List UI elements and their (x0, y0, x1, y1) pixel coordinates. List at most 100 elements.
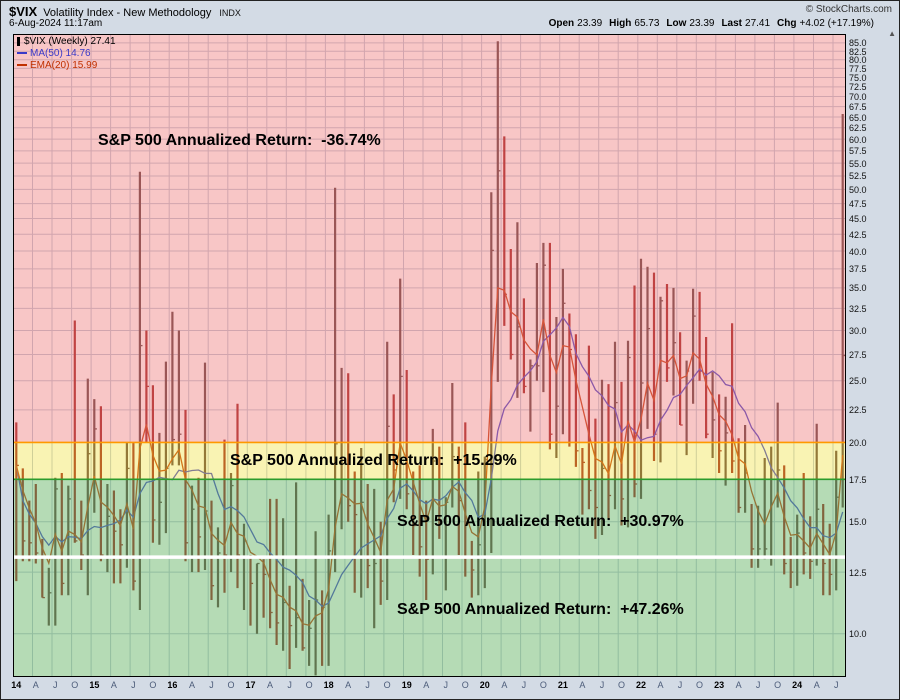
x-axis-label: O (696, 680, 704, 690)
x-axis-label: J (209, 680, 214, 690)
x-axis-label: J (53, 680, 58, 690)
x-axis-label: A (110, 680, 117, 690)
x-axis-label: A (657, 680, 664, 690)
y-axis-label: 72.5 (849, 82, 867, 93)
x-axis-label: J (521, 680, 527, 690)
x-axis-label: A (423, 680, 430, 690)
legend-vix-label: $VIX (Weekly) 27.41 (24, 36, 116, 47)
legend-ema20-label: EMA(20) 15.99 (30, 60, 98, 71)
header-row-1: $VIX Volatility Index - New Methodology IN… (9, 3, 892, 19)
x-axis-label: A (345, 680, 352, 690)
chart-plot-area: $VIX (Weekly) 27.41 MA(50) 14.76 EMA(20)… (13, 34, 846, 677)
y-axis-label: 65.0 (849, 112, 867, 123)
x-axis-label: A (579, 680, 586, 690)
x-axis-label: J (365, 680, 370, 690)
y-axis-label: 27.5 (849, 349, 867, 360)
x-axis-label: A (32, 680, 39, 690)
y-axis-label: 55.0 (849, 158, 867, 169)
chg-value: +4.02 (+17.19%) (799, 18, 875, 29)
annotation-green-lower-zone: S&P 500 Annualized Return: +47.26% (397, 601, 684, 618)
datetime-label: 6-Aug-2024 11:17am (9, 18, 103, 29)
y-axis-label: 82.5 (849, 46, 867, 57)
y-axis-label: 17.5 (849, 474, 867, 485)
legend-vix: $VIX (Weekly) 27.41 (17, 36, 116, 48)
y-axis-label: 52.5 (849, 171, 867, 182)
x-axis-label: O (617, 680, 625, 690)
x-axis-label: 14 (11, 680, 22, 690)
x-axis-label: 16 (167, 680, 178, 690)
y-axis-label: 37.5 (849, 264, 867, 275)
y-axis-label: 42.5 (849, 229, 867, 240)
x-axis-label: 20 (479, 680, 490, 690)
y-axis-label: 15.0 (849, 517, 867, 528)
y-axis-label: 60.0 (849, 134, 867, 145)
x-axis-label: 22 (635, 680, 647, 690)
open-label: Open (548, 18, 575, 29)
x-axis-label: J (131, 680, 136, 690)
y-axis-label: 50.0 (849, 184, 867, 195)
y-axis-label: 70.0 (849, 92, 867, 103)
y-axis-label: 40.0 (849, 246, 867, 257)
annotation-yellow-zone: S&P 500 Annualized Return: +15.29% (230, 452, 517, 469)
x-axis-label: 23 (714, 680, 725, 690)
y-axis-label: 25.0 (849, 376, 867, 387)
x-axis-label: 24 (792, 680, 803, 690)
last-value: 27.41 (745, 18, 771, 29)
y-axis-label: 77.5 (849, 63, 867, 74)
y-axis-label: 35.0 (849, 283, 867, 294)
y-axis-label: 20.0 (849, 437, 867, 448)
chg-label: Chg (777, 18, 797, 29)
x-axis-label: O (227, 680, 235, 690)
x-axis-label: A (735, 680, 742, 690)
chart-title: Volatility Index - New Methodology (43, 7, 212, 19)
y-axis-label: 47.5 (849, 199, 867, 210)
x-axis-label: O (71, 680, 79, 690)
copyright-label: © StockCharts.com (805, 4, 892, 15)
last-label: Last (721, 18, 743, 29)
x-axis-label: 21 (557, 680, 568, 690)
y-axis-label: 75.0 (849, 73, 867, 83)
low-label: Low (666, 18, 687, 29)
x-axis-label: J (599, 680, 605, 690)
open-value: 23.39 (577, 18, 603, 29)
x-axis-label: J (287, 680, 292, 690)
x-axis-label: J (677, 680, 683, 690)
y-axis-label: 45.0 (849, 214, 867, 225)
candlestick-icon (17, 36, 20, 46)
x-axis-label: O (305, 680, 313, 690)
x-axis-label: A (813, 680, 820, 690)
x-axis-label: O (539, 680, 547, 690)
exchange-label: INDX (219, 8, 241, 18)
y-axis-label: 80.0 (849, 55, 867, 66)
x-axis-label: O (149, 680, 157, 690)
chart-legend: $VIX (Weekly) 27.41 MA(50) 14.76 EMA(20)… (17, 36, 116, 72)
high-value: 65.73 (634, 18, 660, 29)
x-axis-label: A (501, 680, 508, 690)
ema-line-swatch-icon (17, 64, 27, 67)
x-axis-label: 15 (89, 680, 100, 690)
x-axis-label: O (383, 680, 391, 690)
x-axis-label: O (774, 680, 782, 690)
y-axis-label: 10.0 (849, 629, 867, 640)
x-axis-label: A (267, 680, 274, 690)
legend-ma50: MA(50) 14.76 (17, 48, 116, 60)
y-axis-label: 67.5 (849, 102, 867, 113)
y-axis-label: 22.5 (849, 405, 867, 416)
symbol-label: $VIX (9, 4, 38, 19)
x-axis-label: J (755, 680, 761, 690)
y-axis-label: 30.0 (849, 325, 867, 336)
high-label: High (609, 18, 632, 29)
annotation-green-upper-zone: S&P 500 Annualized Return: +30.97% (397, 513, 684, 530)
y-axis-label: 12.5 (849, 567, 867, 578)
ma-line-swatch-icon (17, 52, 27, 55)
annotation-red-zone: S&P 500 Annualized Return: -36.74% (98, 132, 381, 149)
legend-ema20: EMA(20) 15.99 (17, 60, 116, 72)
y-axis-label: 62.5 (849, 123, 867, 134)
x-axis-label: A (188, 680, 195, 690)
x-axis-label: J (833, 680, 839, 690)
scroll-up-icon: ▲ (888, 29, 896, 38)
y-axis-label: 32.5 (849, 303, 867, 314)
x-axis-label: J (443, 680, 449, 690)
x-axis-label: 19 (401, 680, 412, 690)
